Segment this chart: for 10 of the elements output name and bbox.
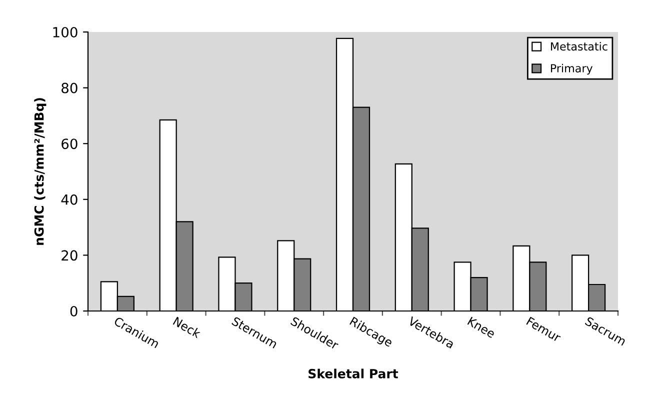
y-tick-label: 20 xyxy=(62,250,78,261)
y-tick-label: 40 xyxy=(61,194,78,205)
x-axis-title: Skeletal Part xyxy=(308,368,398,378)
y-tick-label: 80 xyxy=(62,82,78,94)
legend-label: Metastatic xyxy=(550,42,608,51)
legend-label: Primary xyxy=(550,64,593,75)
y-tick-label: 0 xyxy=(70,306,78,316)
y-tick-label: 100 xyxy=(53,26,78,38)
y-tick-label: 60 xyxy=(62,138,78,150)
y-axis-title: nGMC (cts/mm²/MBq) xyxy=(34,98,46,245)
